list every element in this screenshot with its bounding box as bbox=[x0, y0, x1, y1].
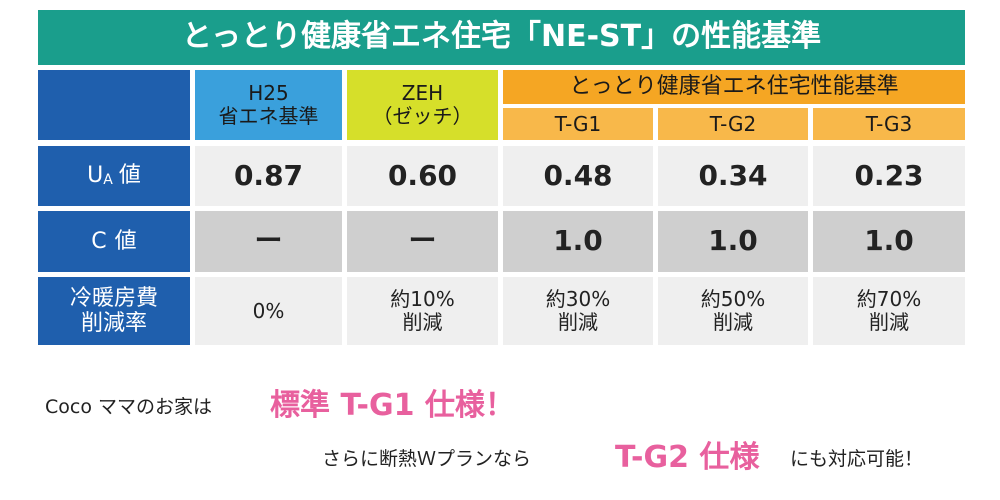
corner-cell bbox=[38, 70, 190, 140]
cell-text: 約70% bbox=[856, 287, 922, 311]
cell-text: 約30% bbox=[545, 287, 611, 311]
header-text: （ゼッチ） bbox=[372, 104, 473, 128]
table-cell: 約70% 削減 bbox=[813, 277, 965, 345]
table-cell: ー bbox=[347, 211, 498, 272]
cell-text: 1.0 bbox=[553, 224, 603, 258]
cell-text: 0.60 bbox=[387, 158, 458, 192]
header-h25: H25 省エネ基準 bbox=[195, 70, 342, 140]
cell-text: 削減 bbox=[713, 310, 753, 334]
table-cell: 1.0 bbox=[658, 211, 808, 272]
label-text: 削減率 bbox=[80, 311, 147, 336]
header-grade: T-G2 bbox=[658, 108, 808, 140]
label-text: U bbox=[87, 163, 104, 189]
title: とっとり健康省エネ住宅「NE-ST」の性能基準 bbox=[38, 10, 965, 65]
table-cell: 約30% 削減 bbox=[503, 277, 653, 345]
table-cell: 0.23 bbox=[813, 146, 965, 206]
cell-text: 0.23 bbox=[854, 158, 924, 192]
table-cell: 0.34 bbox=[658, 146, 808, 206]
header-zeh: ZEH （ゼッチ） bbox=[347, 70, 498, 140]
label-text: 冷暖房費 bbox=[69, 285, 158, 311]
header-grade: T-G1 bbox=[503, 108, 653, 140]
table-cell: 1.0 bbox=[503, 211, 653, 272]
label-sub: A bbox=[103, 171, 113, 188]
note-lead: さらに断熱Ｗプランなら bbox=[322, 448, 532, 470]
header-text: 省エネ基準 bbox=[218, 104, 319, 128]
table-cell: 0.48 bbox=[503, 146, 653, 206]
note-tail: にも対応可能！ bbox=[790, 448, 924, 470]
cell-text: 約10% bbox=[390, 287, 455, 311]
table-cell: 0% bbox=[195, 277, 342, 345]
cell-text: 削減 bbox=[558, 310, 598, 334]
cell-text: 約50% bbox=[700, 287, 766, 311]
table-cell: 約10% 削減 bbox=[347, 277, 498, 345]
table-cell: ー bbox=[195, 211, 342, 272]
header-group: とっとり健康省エネ住宅性能基準 bbox=[503, 70, 965, 104]
note-highlight: 標準 T-G1 仕様！ bbox=[270, 388, 515, 423]
table-cell: 0.87 bbox=[195, 146, 342, 206]
label-text: 値 bbox=[114, 228, 137, 254]
label-text: C bbox=[91, 228, 107, 254]
note-highlight: T-G2 仕様 bbox=[615, 440, 760, 475]
header-text: H25 bbox=[248, 81, 289, 105]
row-label: 冷暖房費 削減率 bbox=[38, 277, 190, 345]
cell-text: ー bbox=[254, 224, 283, 258]
cell-text: 1.0 bbox=[864, 224, 914, 258]
cell-text: 0.34 bbox=[698, 158, 768, 192]
cell-text: 0% bbox=[252, 298, 285, 323]
cell-text: 削減 bbox=[869, 310, 909, 334]
cell-text: 0.87 bbox=[233, 158, 304, 192]
cell-text: 0.48 bbox=[543, 158, 613, 192]
cell-text: 1.0 bbox=[708, 224, 758, 258]
table-cell: 0.60 bbox=[347, 146, 498, 206]
cell-text: ー bbox=[408, 224, 437, 258]
header-grade: T-G3 bbox=[813, 108, 965, 140]
header-text: ZEH bbox=[401, 81, 444, 105]
note-lead: Coco ママのお家は bbox=[45, 396, 213, 418]
label-text: 値 bbox=[118, 163, 141, 189]
table-cell: 1.0 bbox=[813, 211, 965, 272]
table-cell: 約50% 削減 bbox=[658, 277, 808, 345]
cell-text: 削減 bbox=[402, 310, 443, 334]
